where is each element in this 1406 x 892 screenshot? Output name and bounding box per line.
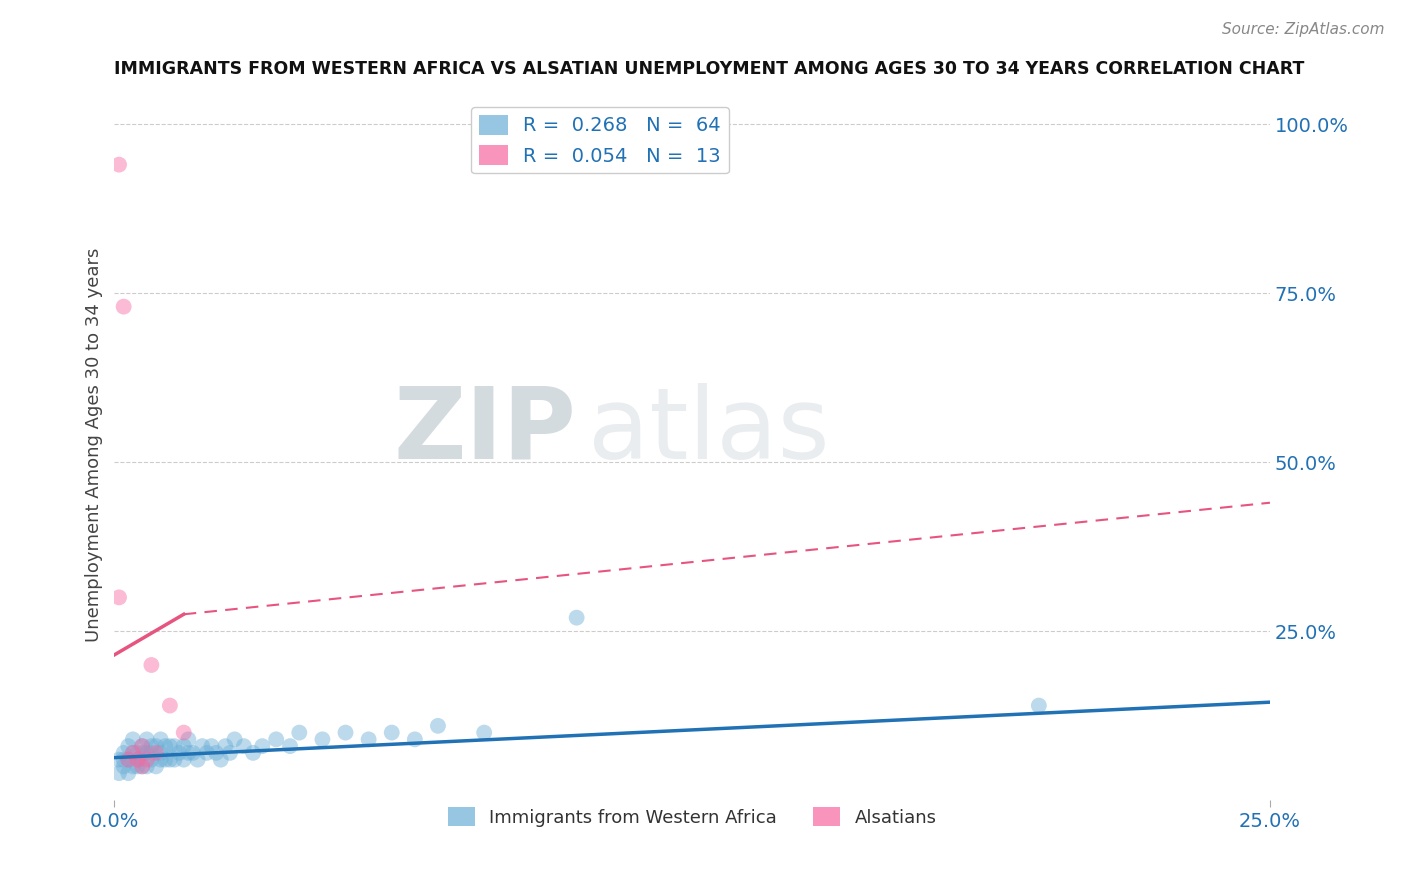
Point <box>145 759 167 773</box>
Point <box>167 746 190 760</box>
Point <box>187 753 209 767</box>
Point <box>122 746 145 760</box>
Point <box>149 732 172 747</box>
Point <box>127 746 149 760</box>
Point <box>131 739 153 753</box>
Point <box>149 746 172 760</box>
Point <box>288 725 311 739</box>
Point <box>141 658 163 673</box>
Point <box>404 732 426 747</box>
Point <box>472 725 495 739</box>
Point <box>278 739 301 753</box>
Point <box>242 746 264 760</box>
Point <box>173 739 195 753</box>
Point <box>112 759 135 773</box>
Point <box>135 753 157 767</box>
Legend: Immigrants from Western Africa, Alsatians: Immigrants from Western Africa, Alsatian… <box>440 800 943 834</box>
Point <box>173 753 195 767</box>
Point <box>131 746 153 760</box>
Point <box>177 732 200 747</box>
Point <box>381 725 404 739</box>
Point <box>224 732 246 747</box>
Point <box>135 746 157 760</box>
Point <box>159 698 181 713</box>
Point <box>335 725 357 739</box>
Point <box>200 739 222 753</box>
Point <box>141 746 163 760</box>
Point <box>112 746 135 760</box>
Point <box>108 753 131 767</box>
Point <box>112 300 135 314</box>
Point <box>155 739 177 753</box>
Point <box>311 732 333 747</box>
Point <box>122 746 145 760</box>
Point <box>122 759 145 773</box>
Point <box>173 725 195 739</box>
Text: Source: ZipAtlas.com: Source: ZipAtlas.com <box>1222 22 1385 37</box>
Point <box>131 739 153 753</box>
Point <box>219 746 242 760</box>
Point <box>159 753 181 767</box>
Point <box>181 746 204 760</box>
Point <box>141 739 163 753</box>
Point <box>127 753 149 767</box>
Point <box>131 759 153 773</box>
Point <box>135 759 157 773</box>
Point <box>145 739 167 753</box>
Point <box>163 753 186 767</box>
Point <box>117 753 139 767</box>
Point <box>117 766 139 780</box>
Text: atlas: atlas <box>588 383 830 480</box>
Point <box>232 739 254 753</box>
Point <box>195 746 218 760</box>
Point <box>214 739 236 753</box>
Point <box>191 739 214 753</box>
Point <box>117 739 139 753</box>
Point <box>149 753 172 767</box>
Point <box>145 746 167 760</box>
Point <box>131 759 153 773</box>
Y-axis label: Unemployment Among Ages 30 to 34 years: Unemployment Among Ages 30 to 34 years <box>86 248 103 642</box>
Point <box>426 719 449 733</box>
Point <box>108 158 131 172</box>
Point <box>127 753 149 767</box>
Text: IMMIGRANTS FROM WESTERN AFRICA VS ALSATIAN UNEMPLOYMENT AMONG AGES 30 TO 34 YEAR: IMMIGRANTS FROM WESTERN AFRICA VS ALSATI… <box>114 60 1305 78</box>
Point <box>357 732 380 747</box>
Point <box>141 753 163 767</box>
Point <box>117 753 139 767</box>
Point <box>108 766 131 780</box>
Point <box>155 753 177 767</box>
Point <box>108 591 131 605</box>
Point <box>252 739 274 753</box>
Point <box>122 732 145 747</box>
Point <box>163 739 186 753</box>
Point <box>112 753 135 767</box>
Point <box>209 753 232 767</box>
Point <box>205 746 228 760</box>
Point <box>135 732 157 747</box>
Point <box>159 739 181 753</box>
Point <box>565 610 588 624</box>
Point <box>264 732 287 747</box>
Point <box>177 746 200 760</box>
Point <box>1028 698 1050 713</box>
Point <box>127 759 149 773</box>
Text: ZIP: ZIP <box>394 383 576 480</box>
